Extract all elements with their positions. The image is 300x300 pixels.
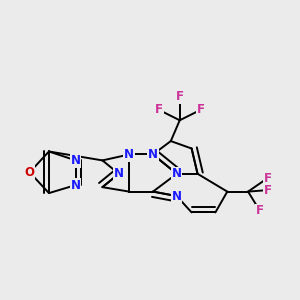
Text: F: F [176, 90, 184, 103]
Text: N: N [71, 178, 81, 192]
Text: F: F [263, 184, 272, 196]
Text: N: N [172, 167, 182, 180]
Text: F: F [155, 103, 163, 116]
Text: N: N [114, 167, 124, 180]
Text: F: F [263, 172, 272, 185]
Text: N: N [71, 154, 81, 167]
Text: F: F [256, 204, 264, 218]
Text: N: N [124, 148, 134, 161]
Text: N: N [148, 148, 158, 161]
Text: O: O [25, 166, 34, 179]
Text: F: F [196, 103, 205, 116]
Text: N: N [172, 190, 182, 202]
